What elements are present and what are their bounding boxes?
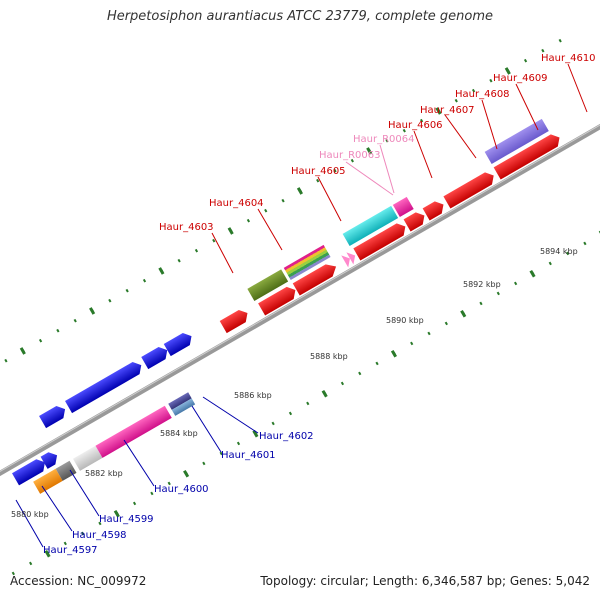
genome-backbone-highlight xyxy=(0,108,600,490)
leader-lines-top xyxy=(211,63,588,274)
gene-blue-3 xyxy=(141,347,168,370)
gene-plus-cluster-2 xyxy=(40,452,58,469)
gene-haur-4602 xyxy=(171,398,196,416)
gene-haur-4598 xyxy=(55,460,77,481)
scale-label-5880: 5880 kbp xyxy=(11,510,49,519)
scale-ticks-inner xyxy=(11,229,600,576)
scale-ticks-outer xyxy=(4,38,562,363)
gene-haur-r0064 xyxy=(341,255,350,268)
gene-haur-4606-red xyxy=(353,223,406,261)
gene-haur-4599 xyxy=(72,445,103,471)
gene-haur-4604 xyxy=(247,269,289,301)
gene-blue-1 xyxy=(39,406,66,429)
genome-backbone xyxy=(0,107,600,493)
gene-label-haur-4599: Haur_4599 xyxy=(99,514,154,525)
scale-label-5892: 5892 kbp xyxy=(463,280,501,289)
gene-label-haur-4608: Haur_4608 xyxy=(455,89,510,100)
gene-haur-4605-red xyxy=(292,264,337,296)
gene-haur-4604-red xyxy=(258,286,296,316)
gene-haur-4600 xyxy=(95,405,172,458)
gene-label-haur-4607: Haur_4607 xyxy=(420,105,475,116)
gene-label-haur-r0063: Haur_R0063 xyxy=(319,150,381,161)
gene-plus-cluster-1 xyxy=(12,459,45,486)
gene-blue-2 xyxy=(65,362,142,414)
gene-haur-4610-red xyxy=(493,134,560,180)
leader-lines-rna xyxy=(345,144,395,196)
gene-haur-4606 xyxy=(342,205,399,246)
topology-text: Topology: circular; Length: 6,346,587 bp… xyxy=(260,574,590,588)
accession-text: Accession: NC_009972 xyxy=(10,574,147,588)
gene-label-haur-4601: Haur_4601 xyxy=(221,450,276,461)
scale-label-5888: 5888 kbp xyxy=(310,352,348,361)
gene-label-haur-4600: Haur_4600 xyxy=(154,484,209,495)
gene-haur-4609 xyxy=(443,172,494,209)
gene-label-haur-4605: Haur_4605 xyxy=(291,166,346,177)
gene-label-haur-4597: Haur_4597 xyxy=(43,545,98,556)
gene-haur-4607 xyxy=(392,196,414,217)
gene-label-haur-4602: Haur_4602 xyxy=(259,431,314,442)
scale-label-5890: 5890 kbp xyxy=(386,316,424,325)
gene-label-haur-4604: Haur_4604 xyxy=(209,198,264,209)
gene-haur-4597 xyxy=(33,468,63,494)
gene-haur-4607-red xyxy=(403,212,425,232)
gene-haur-4610 xyxy=(484,118,549,164)
scale-label-5894: 5894 kbp xyxy=(540,247,578,256)
gene-haur-4605 xyxy=(283,244,331,280)
scale-label-5884: 5884 kbp xyxy=(160,429,198,438)
scale-label-5882: 5882 kbp xyxy=(85,469,123,478)
gene-haur-4603 xyxy=(219,309,248,334)
scale-label-5886: 5886 kbp xyxy=(234,391,272,400)
gene-label-haur-r0064: Haur_R0064 xyxy=(353,134,415,145)
gene-label-haur-4609: Haur_4609 xyxy=(493,73,548,84)
map-title: Herpetosiphon aurantiacus ATCC 23779, co… xyxy=(106,9,494,24)
gene-label-haur-4598: Haur_4598 xyxy=(72,530,127,541)
gene-label-haur-4606: Haur_4606 xyxy=(388,120,443,131)
gene-label-haur-4603: Haur_4603 xyxy=(159,222,214,233)
gene-label-haur-4610: Haur_4610 xyxy=(541,53,596,64)
gene-blue-4 xyxy=(163,333,192,357)
plus-strand-genes xyxy=(39,118,560,429)
gene-haur-4608 xyxy=(422,201,444,221)
leader-lines-bottom xyxy=(15,396,259,548)
minus-strand-genes xyxy=(12,392,196,494)
gene-haur-r0063 xyxy=(346,252,356,265)
gene-haur-4601 xyxy=(168,392,192,410)
